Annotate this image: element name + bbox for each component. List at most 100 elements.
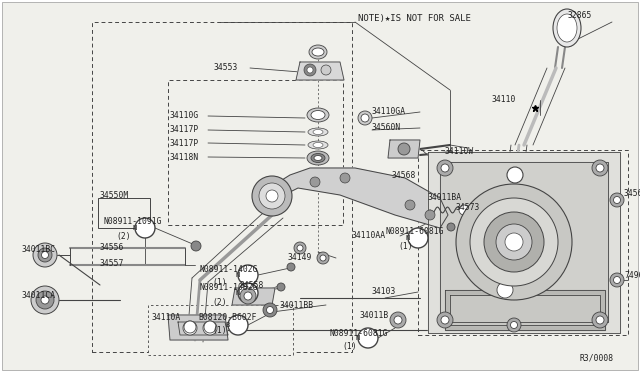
Text: (2): (2) xyxy=(212,298,227,307)
Text: 34560N: 34560N xyxy=(372,124,401,132)
Ellipse shape xyxy=(307,151,329,165)
Circle shape xyxy=(425,210,435,220)
Circle shape xyxy=(610,193,624,207)
Circle shape xyxy=(244,292,252,300)
Polygon shape xyxy=(440,162,608,322)
Text: 34149: 34149 xyxy=(288,253,312,263)
Bar xyxy=(98,198,150,228)
Text: N: N xyxy=(236,290,240,296)
Polygon shape xyxy=(178,322,228,335)
Polygon shape xyxy=(445,290,605,330)
Text: 34011BB: 34011BB xyxy=(280,301,314,310)
Text: (2): (2) xyxy=(116,231,131,241)
Text: 34011BA: 34011BA xyxy=(428,193,462,202)
Circle shape xyxy=(204,321,216,333)
Text: N: N xyxy=(236,272,240,278)
Text: NOTE)★IS NOT FOR SALE: NOTE)★IS NOT FOR SALE xyxy=(358,13,471,22)
Circle shape xyxy=(238,265,258,285)
Circle shape xyxy=(203,321,217,335)
Circle shape xyxy=(191,241,201,251)
Bar xyxy=(168,80,343,225)
Ellipse shape xyxy=(313,142,323,148)
Polygon shape xyxy=(296,62,344,80)
Text: 34118N: 34118N xyxy=(170,153,199,161)
Text: N08911-6081G: N08911-6081G xyxy=(386,228,445,237)
Text: 34011CA: 34011CA xyxy=(22,291,56,299)
Text: N08911-1402G: N08911-1402G xyxy=(200,266,259,275)
Ellipse shape xyxy=(313,129,323,135)
Polygon shape xyxy=(428,152,620,333)
Ellipse shape xyxy=(553,9,581,47)
Text: (1): (1) xyxy=(398,241,413,250)
Text: 34557: 34557 xyxy=(100,259,124,267)
Circle shape xyxy=(263,303,277,317)
Circle shape xyxy=(614,276,621,283)
Text: 34117P: 34117P xyxy=(170,138,199,148)
Text: N08911-6081G: N08911-6081G xyxy=(330,328,388,337)
Text: 34110GA: 34110GA xyxy=(372,108,406,116)
Text: 34573: 34573 xyxy=(456,203,481,212)
Circle shape xyxy=(287,263,295,271)
Text: 34568: 34568 xyxy=(392,170,417,180)
Circle shape xyxy=(505,233,523,251)
Ellipse shape xyxy=(314,155,322,160)
Circle shape xyxy=(441,316,449,324)
Circle shape xyxy=(596,164,604,172)
Text: N: N xyxy=(406,235,410,241)
Ellipse shape xyxy=(358,111,372,125)
Circle shape xyxy=(317,252,329,264)
Circle shape xyxy=(310,177,320,187)
Text: (1): (1) xyxy=(212,278,227,286)
Circle shape xyxy=(459,205,469,215)
Ellipse shape xyxy=(308,141,328,149)
Bar xyxy=(92,22,352,352)
Circle shape xyxy=(42,251,49,259)
Circle shape xyxy=(320,255,326,261)
Ellipse shape xyxy=(309,45,327,59)
Circle shape xyxy=(135,218,155,238)
Circle shape xyxy=(36,291,54,309)
Text: 34011B: 34011B xyxy=(360,311,389,320)
Text: 34103: 34103 xyxy=(372,288,396,296)
Polygon shape xyxy=(258,168,448,228)
Circle shape xyxy=(596,316,604,324)
Ellipse shape xyxy=(311,154,325,163)
Circle shape xyxy=(470,198,558,286)
Text: 34110: 34110 xyxy=(492,96,516,105)
Circle shape xyxy=(447,223,455,231)
Circle shape xyxy=(252,176,292,216)
Ellipse shape xyxy=(557,14,577,42)
Text: 34110A: 34110A xyxy=(152,314,181,323)
Ellipse shape xyxy=(361,114,369,122)
Text: 34011BC: 34011BC xyxy=(22,246,56,254)
Circle shape xyxy=(266,307,273,314)
Text: N: N xyxy=(133,225,137,231)
Circle shape xyxy=(398,143,410,155)
Ellipse shape xyxy=(311,110,325,119)
Text: 34550M: 34550M xyxy=(100,190,129,199)
Circle shape xyxy=(496,224,532,260)
Text: 34110G: 34110G xyxy=(170,112,199,121)
Polygon shape xyxy=(168,315,228,340)
Circle shape xyxy=(307,67,313,73)
Circle shape xyxy=(294,242,306,254)
Circle shape xyxy=(297,245,303,251)
Circle shape xyxy=(614,196,621,203)
Text: B: B xyxy=(226,322,230,328)
Circle shape xyxy=(38,248,52,262)
Polygon shape xyxy=(388,140,420,158)
Text: N: N xyxy=(356,335,360,341)
Circle shape xyxy=(277,283,285,291)
Circle shape xyxy=(408,228,428,248)
Ellipse shape xyxy=(307,108,329,122)
Circle shape xyxy=(456,184,572,300)
Ellipse shape xyxy=(312,48,324,56)
Text: R3/0008: R3/0008 xyxy=(580,353,614,362)
Ellipse shape xyxy=(308,128,328,136)
Text: 32865: 32865 xyxy=(568,12,593,20)
Text: 34117P: 34117P xyxy=(170,125,199,135)
Text: 74966X: 74966X xyxy=(624,270,640,279)
Circle shape xyxy=(33,243,57,267)
Circle shape xyxy=(497,282,513,298)
Polygon shape xyxy=(232,288,275,305)
